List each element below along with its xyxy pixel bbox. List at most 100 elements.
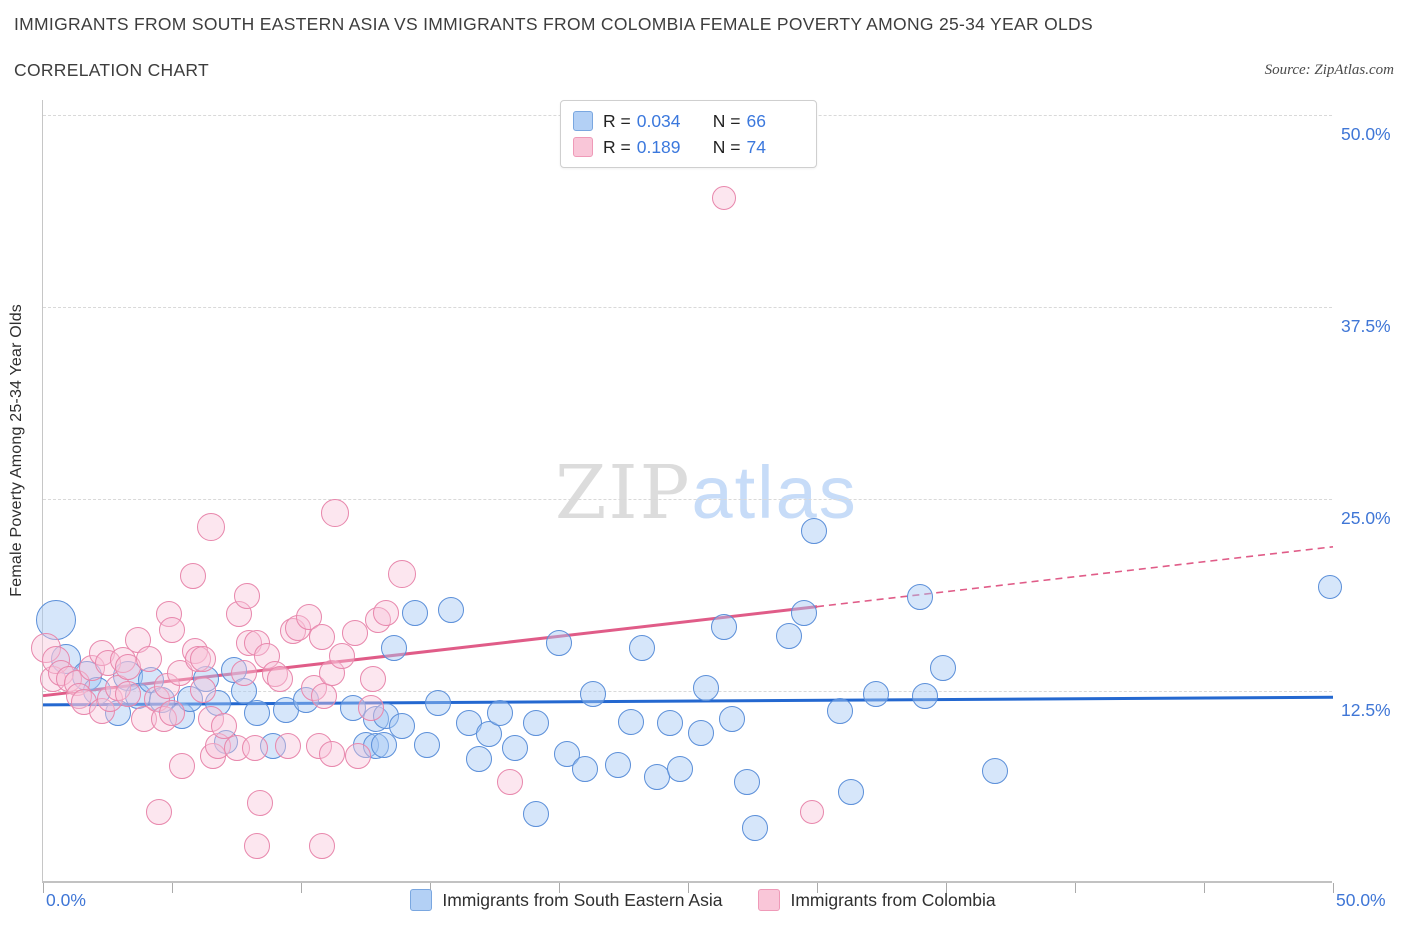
scatter-point-colombia[interactable]: [244, 833, 271, 860]
scatter-point-colombia[interactable]: [344, 742, 371, 769]
scatter-point-south-eastern-asia[interactable]: [244, 699, 271, 726]
scatter-point-south-eastern-asia[interactable]: [579, 681, 606, 708]
scatter-point-south-eastern-asia[interactable]: [801, 518, 828, 545]
scatter-point-colombia[interactable]: [329, 642, 356, 669]
scatter-point-south-eastern-asia[interactable]: [466, 745, 493, 772]
y-tick-label-25: 25.0%: [1341, 508, 1391, 529]
scatter-point-south-eastern-asia[interactable]: [546, 630, 572, 657]
r-value: 0.189: [636, 136, 681, 157]
scatter-point-south-eastern-asia[interactable]: [414, 731, 441, 758]
x-tick-20: [559, 883, 560, 893]
x-tick-0: [43, 883, 44, 893]
scatter-point-colombia[interactable]: [275, 733, 302, 760]
scatter-point-colombia[interactable]: [146, 799, 173, 826]
stats-row-south-eastern-asia: R = 0.034 N = 66: [573, 111, 804, 132]
r-label: R =: [603, 136, 631, 157]
scatter-point-colombia[interactable]: [311, 682, 338, 709]
scatter-point-south-eastern-asia[interactable]: [837, 779, 864, 806]
scatter-point-colombia[interactable]: [320, 498, 349, 527]
scatter-point-south-eastern-asia[interactable]: [734, 768, 761, 795]
scatter-point-south-eastern-asia[interactable]: [656, 710, 683, 737]
scatter-point-south-eastern-asia[interactable]: [791, 599, 818, 626]
trend-line-pink-dashed: [816, 545, 1334, 608]
x-tick-45: [1204, 883, 1205, 893]
scatter-point-colombia[interactable]: [159, 699, 185, 726]
scatter-point-colombia[interactable]: [799, 800, 824, 825]
x-tick-15: [430, 883, 431, 893]
scatter-point-colombia[interactable]: [169, 753, 196, 780]
scatter-point-colombia[interactable]: [196, 512, 225, 541]
scatter-point-colombia[interactable]: [360, 665, 387, 692]
scatter-point-south-eastern-asia[interactable]: [401, 599, 428, 626]
scatter-point-colombia[interactable]: [308, 833, 335, 860]
scatter-point-south-eastern-asia[interactable]: [424, 690, 451, 717]
scatter-point-south-eastern-asia[interactable]: [912, 682, 939, 709]
x-tick-40: [1075, 883, 1076, 893]
scatter-point-colombia[interactable]: [179, 562, 206, 589]
scatter-point-south-eastern-asia[interactable]: [742, 814, 769, 841]
scatter-point-south-eastern-asia[interactable]: [693, 675, 720, 702]
scatter-point-colombia[interactable]: [135, 645, 162, 672]
scatter-point-south-eastern-asia[interactable]: [437, 596, 464, 623]
scatter-point-colombia[interactable]: [342, 619, 369, 646]
watermark-zip: ZIP: [555, 450, 692, 536]
gridline-25: [43, 499, 1332, 501]
n-label: N =: [712, 136, 741, 157]
y-tick-label-12.5: 12.5%: [1341, 700, 1391, 721]
blue-series-swatch: [410, 889, 433, 911]
stats-row-colombia: R = 0.189 N = 74: [573, 137, 804, 158]
series-legend: Immigrants from South Eastern Asia Immigr…: [0, 889, 1406, 911]
scatter-point-south-eastern-asia[interactable]: [982, 757, 1009, 784]
scatter-point-south-eastern-asia[interactable]: [522, 800, 549, 827]
x-tick-5: [172, 883, 173, 893]
page-subtitle: CORRELATION CHART: [14, 60, 210, 80]
scatter-point-colombia[interactable]: [308, 624, 335, 651]
legend-label: Immigrants from South Eastern Asia: [442, 889, 723, 910]
scatter-point-colombia[interactable]: [496, 768, 523, 795]
scatter-point-south-eastern-asia[interactable]: [380, 635, 407, 662]
scatter-point-south-eastern-asia[interactable]: [628, 635, 655, 662]
x-tick-10: [301, 883, 302, 893]
scatter-point-colombia[interactable]: [318, 741, 345, 768]
scatter-point-colombia[interactable]: [210, 713, 237, 740]
scatter-point-south-eastern-asia[interactable]: [618, 708, 645, 735]
legend-label: Immigrants from Colombia: [790, 889, 996, 910]
x-tick-50: [1333, 883, 1334, 893]
scatter-point-colombia[interactable]: [231, 659, 258, 686]
scatter-point-colombia[interactable]: [189, 645, 216, 672]
scatter-point-south-eastern-asia[interactable]: [644, 764, 671, 791]
scatter-point-colombia[interactable]: [189, 676, 216, 703]
scatter-point-south-eastern-asia[interactable]: [863, 681, 890, 708]
scatter-point-colombia[interactable]: [159, 616, 185, 643]
scatter-point-south-eastern-asia[interactable]: [1318, 574, 1343, 599]
source-credit: Source: ZipAtlas.com: [1264, 62, 1394, 78]
scatter-point-south-eastern-asia[interactable]: [930, 655, 957, 682]
scatter-point-colombia[interactable]: [246, 790, 273, 817]
scatter-point-south-eastern-asia[interactable]: [775, 622, 802, 649]
x-tick-25: [688, 883, 689, 893]
scatter-point-south-eastern-asia[interactable]: [388, 713, 415, 740]
scatter-point-south-eastern-asia[interactable]: [605, 751, 632, 778]
scatter-point-south-eastern-asia[interactable]: [667, 756, 694, 783]
scatter-point-south-eastern-asia[interactable]: [502, 734, 529, 761]
scatter-point-south-eastern-asia[interactable]: [571, 756, 598, 783]
watermark-atlas: atlas: [691, 451, 858, 534]
scatter-point-south-eastern-asia[interactable]: [711, 613, 738, 640]
scatter-point-south-eastern-asia[interactable]: [907, 584, 934, 611]
watermark: ZIPatlas: [555, 450, 858, 536]
y-tick-label-50: 50.0%: [1341, 124, 1391, 145]
scatter-point-colombia[interactable]: [387, 560, 416, 589]
scatter-point-south-eastern-asia[interactable]: [687, 719, 714, 746]
scatter-point-colombia[interactable]: [115, 681, 142, 708]
scatter-point-colombia[interactable]: [241, 734, 268, 761]
scatter-point-colombia[interactable]: [373, 599, 400, 626]
scatter-point-colombia[interactable]: [357, 694, 384, 721]
scatter-point-colombia[interactable]: [233, 582, 260, 609]
scatter-point-south-eastern-asia[interactable]: [522, 710, 549, 737]
scatter-point-colombia[interactable]: [267, 665, 294, 692]
scatter-point-south-eastern-asia[interactable]: [718, 705, 745, 732]
scatter-point-south-eastern-asia[interactable]: [486, 699, 513, 726]
scatter-point-south-eastern-asia[interactable]: [827, 698, 854, 725]
scatter-point-colombia[interactable]: [712, 186, 737, 211]
